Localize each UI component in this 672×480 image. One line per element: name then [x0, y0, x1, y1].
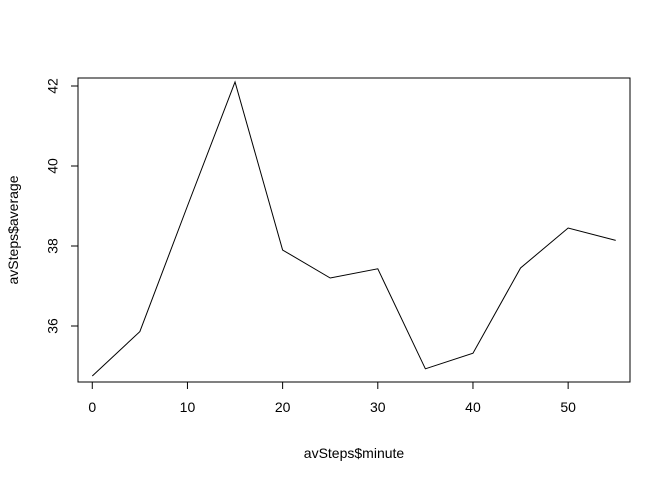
- series-layer: [91, 80, 616, 377]
- y-axis-label: avSteps$average: [5, 175, 21, 284]
- y-tick-label: 38: [45, 238, 61, 254]
- x-tick-label: 50: [560, 399, 576, 415]
- y-axis: 36 38 40 42: [45, 78, 79, 334]
- y-tick-label: 40: [45, 158, 61, 174]
- series-line: [91, 80, 616, 377]
- x-tick-label: 30: [370, 399, 386, 415]
- plot-frame: [77, 77, 631, 383]
- x-tick-label: 40: [465, 399, 481, 415]
- x-axis-label: avSteps$minute: [304, 445, 405, 461]
- x-axis: 0 10 20 30 40 50: [88, 381, 576, 415]
- y-tick-label: 36: [45, 318, 61, 334]
- x-tick-label: 10: [180, 399, 196, 415]
- x-tick-label: 0: [88, 399, 96, 415]
- y-tick-label: 42: [45, 78, 61, 94]
- x-tick-label: 20: [275, 399, 291, 415]
